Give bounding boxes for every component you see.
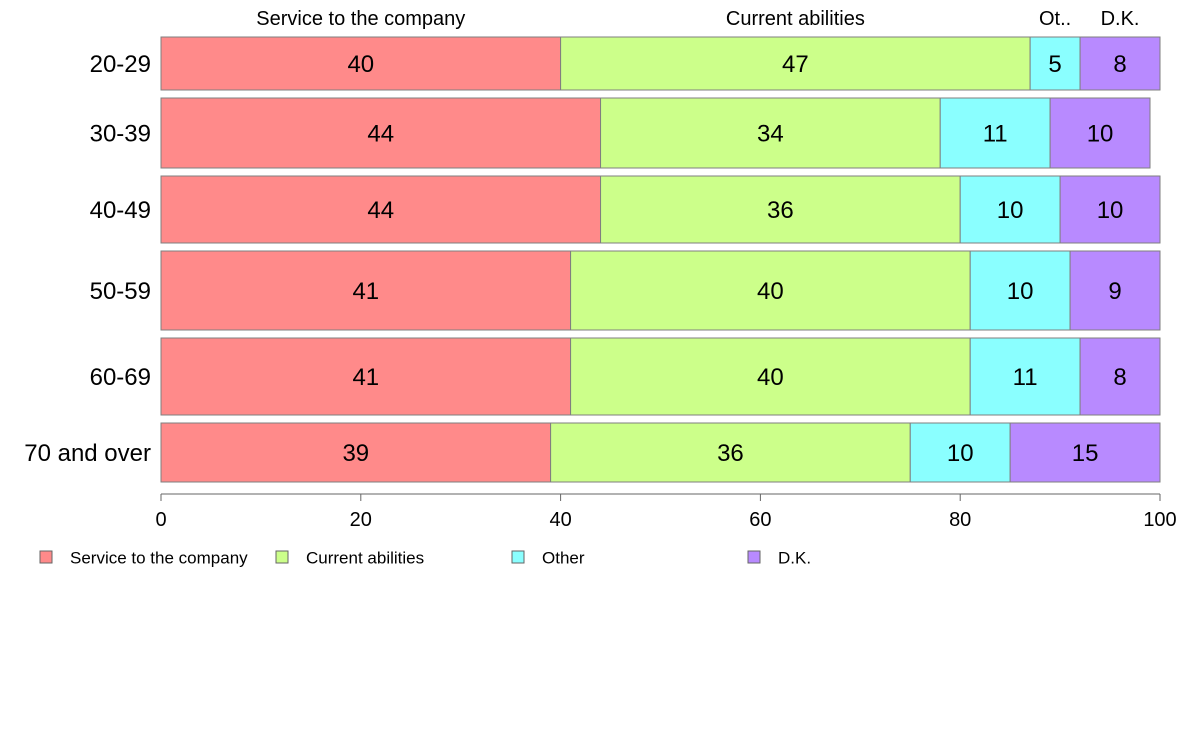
legend: Service to the company Current abilities O… bbox=[39, 549, 811, 568]
series-top-labels: Service to the company Current abilities O… bbox=[256, 8, 1139, 30]
bar-segment bbox=[1059, 175, 1161, 244]
x-tick-label: 100 bbox=[1143, 509, 1176, 531]
bar-segment bbox=[560, 36, 1031, 91]
x-axis: 0 20 40 60 80 100 bbox=[155, 493, 1177, 531]
bar-value-label: 47 bbox=[782, 51, 809, 78]
bar-value-label: 41 bbox=[352, 278, 379, 305]
x-tick-label: 0 bbox=[155, 509, 166, 531]
bar-value-label: 9 bbox=[1108, 278, 1121, 305]
bar-segment bbox=[160, 337, 572, 416]
series-top-label: Current abilities bbox=[726, 8, 865, 30]
category-label: 70 and over bbox=[24, 440, 151, 467]
bar-value-label: 40 bbox=[757, 278, 784, 305]
x-tick-label: 80 bbox=[949, 509, 971, 531]
series-top-label: Ot.. bbox=[1039, 8, 1071, 30]
bars-group: 40 47 5 8 44 34 11 10 44 36 10 10 41 40 10 9 41 40 11 8 39 36… bbox=[160, 36, 1161, 483]
bar-segment bbox=[1079, 337, 1161, 416]
bar-value-label: 41 bbox=[352, 364, 379, 391]
bar-segment bbox=[160, 422, 552, 483]
bar-value-label: 11 bbox=[983, 121, 1008, 148]
bar-segment bbox=[1029, 36, 1081, 91]
bar-value-label: 40 bbox=[757, 364, 784, 391]
category-label: 20-29 bbox=[90, 51, 151, 78]
bar-value-label: 36 bbox=[767, 197, 794, 224]
x-tick-label: 20 bbox=[350, 509, 372, 531]
bar-segment bbox=[1049, 97, 1151, 169]
bar-value-label: 44 bbox=[367, 121, 394, 148]
bar-value-label: 15 bbox=[1072, 440, 1099, 467]
bar-value-label: 5 bbox=[1048, 51, 1061, 78]
x-tick-label: 60 bbox=[749, 509, 771, 531]
bar-segment bbox=[160, 250, 572, 331]
legend-label: Current abilities bbox=[306, 549, 424, 568]
category-label: 60-69 bbox=[90, 364, 151, 391]
legend-swatch bbox=[39, 550, 53, 564]
bar-value-label: 8 bbox=[1113, 51, 1126, 78]
series-top-label: Service to the company bbox=[256, 8, 465, 30]
bar-segment bbox=[160, 175, 602, 244]
bar-segment bbox=[939, 97, 1051, 169]
bar-value-label: 44 bbox=[367, 197, 394, 224]
bar-value-label: 8 bbox=[1113, 364, 1126, 391]
category-label: 30-39 bbox=[90, 121, 151, 148]
bar-segment bbox=[550, 422, 911, 483]
bar-value-label: 10 bbox=[997, 197, 1024, 224]
x-tick-label: 40 bbox=[549, 509, 571, 531]
bar-segment bbox=[570, 337, 971, 416]
category-label: 50-59 bbox=[90, 278, 151, 305]
bar-value-label: 10 bbox=[1087, 121, 1114, 148]
bar-value-label: 11 bbox=[1013, 364, 1038, 391]
legend-label: Service to the company bbox=[70, 549, 248, 568]
bar-value-label: 10 bbox=[1097, 197, 1124, 224]
bar-segment bbox=[969, 250, 1071, 331]
bar-value-label: 34 bbox=[757, 121, 784, 148]
bar-value-label: 39 bbox=[342, 440, 369, 467]
bar-segment bbox=[1069, 250, 1161, 331]
bar-segment bbox=[1009, 422, 1161, 483]
bar-segment bbox=[160, 97, 602, 169]
bar-segment bbox=[600, 175, 961, 244]
bar-segment bbox=[160, 36, 562, 91]
bar-value-label: 36 bbox=[717, 440, 744, 467]
bar-segment bbox=[909, 422, 1011, 483]
legend-label: D.K. bbox=[778, 549, 811, 568]
series-top-label: D.K. bbox=[1101, 8, 1140, 30]
legend-label: Other bbox=[542, 549, 585, 568]
bar-value-label: 10 bbox=[1007, 278, 1034, 305]
bar-value-label: 40 bbox=[347, 51, 374, 78]
bar-value-label: 10 bbox=[947, 440, 974, 467]
legend-swatch bbox=[747, 550, 761, 564]
bar-segment bbox=[1079, 36, 1161, 91]
category-label: 40-49 bbox=[90, 197, 151, 224]
bar-segment bbox=[570, 250, 971, 331]
bar-segment bbox=[600, 97, 941, 169]
bar-segment bbox=[969, 337, 1081, 416]
legend-swatch bbox=[275, 550, 289, 564]
category-labels: 20-29 30-39 40-49 50-59 60-69 70 and over bbox=[24, 51, 151, 467]
legend-swatch bbox=[511, 550, 525, 564]
